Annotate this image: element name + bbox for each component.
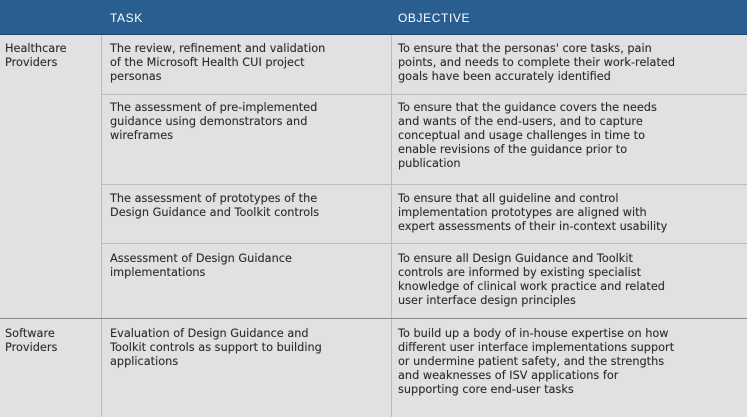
group-divider [0, 318, 747, 319]
row-divider [102, 184, 747, 185]
task-cell: The review, refinement and validation of… [110, 42, 326, 83]
column-divider [391, 35, 392, 417]
task-cell: The assessment of prototypes of the Desi… [110, 192, 320, 219]
task-cell: Evaluation of Design Guidance and Toolki… [110, 327, 322, 368]
row-divider [102, 243, 747, 244]
table-header: TASK OBJECTIVE [0, 0, 747, 35]
objective-cell: To build up a body of in-house expertise… [398, 327, 675, 396]
group-label-healthcare: Healthcare Providers [5, 42, 67, 69]
task-column-header: TASK [110, 11, 143, 25]
row-divider [102, 94, 747, 95]
objective-cell: To ensure that the guidance covers the n… [398, 101, 657, 170]
task-cell: The assessment of pre-implemented guidan… [110, 101, 318, 142]
objective-cell: To ensure that the personas' core tasks,… [398, 42, 676, 83]
column-divider [101, 35, 102, 417]
objective-cell: To ensure all Design Guidance and Toolki… [398, 252, 665, 307]
objective-cell: To ensure that all guideline and control… [398, 192, 668, 233]
group-label-software: Software Providers [5, 327, 58, 354]
task-cell: Assessment of Design Guidance implementa… [110, 252, 292, 279]
objective-column-header: OBJECTIVE [398, 11, 471, 25]
